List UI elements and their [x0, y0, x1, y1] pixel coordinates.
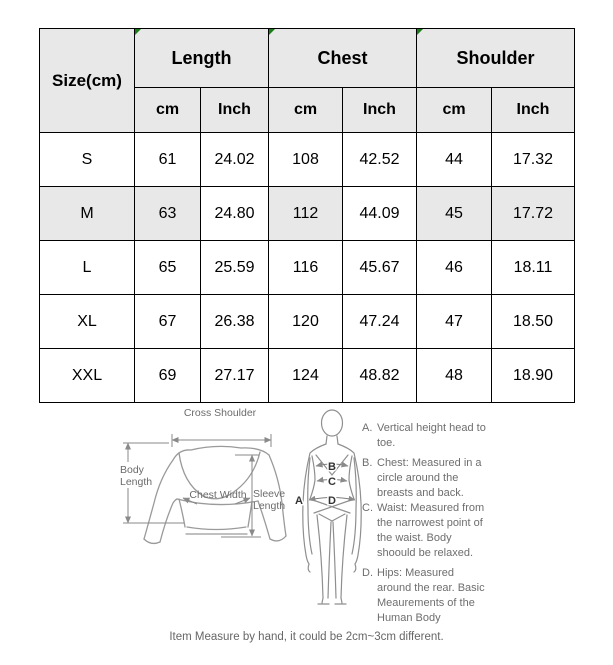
- size-cell: L: [39, 240, 135, 295]
- value-cell: 67: [134, 294, 201, 349]
- group-header-label: Shoulder: [456, 47, 535, 68]
- comment-marker-icon: [417, 29, 423, 35]
- instruction-text: Chest: Measured in a circle around the b…: [377, 457, 482, 499]
- label-body-length: Body Length: [120, 464, 153, 488]
- value-cell: 124: [268, 348, 343, 403]
- table-corner-header: Size(cm): [39, 28, 135, 133]
- unit-header: Inch: [200, 87, 269, 133]
- body-figure-svg: A B C D: [294, 409, 362, 605]
- value-cell: 116: [268, 240, 343, 295]
- value-cell: 45: [416, 186, 492, 241]
- group-header-row: Size(cm) Length Chest Shoulder: [39, 28, 575, 133]
- table-row: S 61 24.02 108 42.52 44 17.32: [39, 132, 575, 187]
- value-cell: 25.59: [200, 240, 269, 295]
- value-cell: 108: [268, 132, 343, 187]
- group-header-label: Chest: [317, 47, 368, 68]
- value-cell: 18.90: [491, 348, 575, 403]
- measure-arrows: [123, 434, 272, 538]
- label-chest-width: Chest Width: [189, 489, 247, 501]
- value-cell: 63: [134, 186, 201, 241]
- instruction-item: C. Waist: Measured from the narrowest po…: [362, 501, 494, 561]
- comment-marker-icon: [269, 29, 275, 35]
- table-row: M 63 24.80 112 44.09 45 17.72: [39, 186, 575, 241]
- value-cell: 48: [416, 348, 492, 403]
- hips-line-arrow: [308, 495, 356, 502]
- size-cell: XXL: [39, 348, 135, 403]
- value-cell: 24.80: [200, 186, 269, 241]
- instruction-text: Hips: Measured around the rear. Basic Me…: [377, 567, 485, 624]
- value-cell: 18.50: [491, 294, 575, 349]
- size-cell: S: [39, 132, 135, 187]
- garment-outline: [143, 445, 287, 545]
- value-cell: 45.67: [342, 240, 417, 295]
- group-header-chest: Chest: [268, 28, 417, 88]
- value-cell: 42.52: [342, 132, 417, 187]
- body-measure-arrows: [308, 461, 356, 502]
- chest-width-arrow-right: [234, 497, 251, 505]
- body-outline: [302, 409, 362, 605]
- chest-width-arrow-left: [182, 497, 198, 505]
- value-cell: 26.38: [200, 294, 269, 349]
- instruction-letter: A.: [362, 422, 373, 434]
- group-header-label: Length: [171, 47, 232, 68]
- chest-line-arrow: [315, 461, 349, 468]
- value-cell: 17.32: [491, 132, 575, 187]
- table-row: XL 67 26.38 120 47.24 47 18.50: [39, 294, 575, 349]
- value-cell: 61: [134, 132, 201, 187]
- unit-header: cm: [416, 87, 492, 133]
- instruction-letter: C.: [362, 502, 373, 514]
- instruction-text: Waist: Measured from the narrowest point…: [377, 502, 485, 559]
- table-row: L 65 25.59 116 45.67 46 18.11: [39, 240, 575, 295]
- group-header-length: Length: [134, 28, 269, 88]
- value-cell: 17.72: [491, 186, 575, 241]
- marker-d: D: [328, 495, 336, 507]
- comment-marker-icon: [135, 29, 141, 35]
- value-cell: 47.24: [342, 294, 417, 349]
- measurement-note: Item Measure by hand, it could be 2cm~3c…: [169, 631, 444, 643]
- size-chart-table: Size(cm) Length Chest Shoulder cm Inch c…: [39, 28, 575, 403]
- instruction-text: Vertical height head to toe.: [377, 422, 486, 449]
- marker-a: A: [295, 495, 303, 507]
- value-cell: 65: [134, 240, 201, 295]
- value-cell: 44.09: [342, 186, 417, 241]
- instruction-item: A. Vertical height head to toe.: [362, 421, 494, 451]
- instruction-letter: D.: [362, 567, 373, 579]
- value-cell: 44: [416, 132, 492, 187]
- value-cell: 112: [268, 186, 343, 241]
- group-header-shoulder: Shoulder: [416, 28, 575, 88]
- value-cell: 120: [268, 294, 343, 349]
- instruction-letter: B.: [362, 457, 373, 469]
- unit-header-row: cm Inch cm Inch cm Inch: [40, 87, 575, 133]
- unit-header: Inch: [342, 87, 417, 133]
- garment-sketch-svg: [123, 434, 287, 545]
- size-cell: M: [39, 186, 135, 241]
- value-cell: 69: [134, 348, 201, 403]
- body-markers: A B C D: [294, 460, 338, 509]
- value-cell: 48.82: [342, 348, 417, 403]
- waist-line-arrow: [316, 476, 348, 483]
- value-cell: 27.17: [200, 348, 269, 403]
- value-cell: 18.11: [491, 240, 575, 295]
- unit-header: Inch: [491, 87, 575, 133]
- marker-c: C: [328, 476, 336, 488]
- label-cross-shoulder: Cross Shoulder: [183, 407, 257, 419]
- unit-header: cm: [268, 87, 343, 133]
- unit-header: cm: [134, 87, 201, 133]
- label-sleeve-length: Sleeve Length: [253, 488, 286, 512]
- value-cell: 46: [416, 240, 492, 295]
- instruction-item: B. Chest: Measured in a circle around th…: [362, 456, 494, 501]
- value-cell: 47: [416, 294, 492, 349]
- value-cell: 24.02: [200, 132, 269, 187]
- instruction-item: D. Hips: Measured around the rear. Basic…: [362, 566, 494, 626]
- marker-b: B: [328, 461, 336, 473]
- size-cell: XL: [39, 294, 135, 349]
- table-row: XXL 69 27.17 124 48.82 48 18.90: [39, 348, 575, 403]
